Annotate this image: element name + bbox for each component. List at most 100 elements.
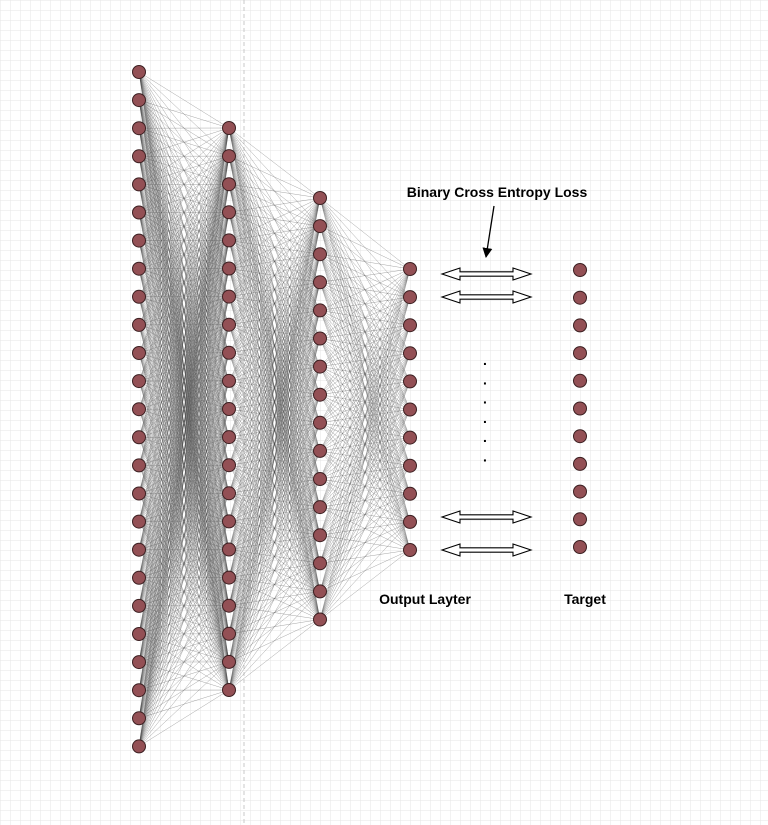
neuron [132,514,146,529]
target-neurons [573,263,587,554]
target-label: Target [564,591,606,607]
neuron [132,402,146,417]
neuron [132,261,146,276]
target-neuron [573,318,587,333]
neuron [132,177,146,192]
neuron [132,711,146,726]
layer-hidden-2 [313,191,327,627]
neuron [313,472,327,486]
neuron [222,177,236,192]
neuron [222,514,236,529]
neuron [132,739,146,754]
ellipsis-dot: . [483,371,487,387]
neuron [222,598,236,613]
neuron [403,402,417,417]
neuron [222,345,236,360]
neuron [132,289,146,304]
double-arrow-icon [440,510,533,524]
neuron [313,500,327,515]
neuron [222,683,236,697]
neuron [132,683,146,698]
loss-annotation: Binary Cross Entropy Loss [407,184,588,200]
neuron [132,570,146,585]
ellipsis-dots: ...... [483,352,487,465]
ellipsis-dot: . [483,391,487,407]
neuron [313,303,327,318]
neuron [222,402,236,416]
neuron [222,542,236,557]
neuron [222,486,236,501]
neuron [313,443,327,458]
neuron [403,514,417,529]
neuron [403,430,417,445]
neuron [132,374,146,389]
neuron [403,346,417,361]
neuron [132,149,146,164]
neuron [222,205,236,220]
neuron [132,598,146,613]
target-neuron [573,484,587,499]
neuron [222,626,236,641]
neuron [403,486,417,501]
neuron [132,486,146,501]
neuron [222,149,236,164]
neuron [403,458,417,473]
neuron [313,247,327,262]
neuron [132,542,146,557]
neuron [403,262,417,276]
neuron [132,430,146,445]
neuron [222,261,236,276]
neuron [403,543,417,557]
neuron [313,556,327,571]
neuron [403,290,417,305]
neuron [132,65,146,79]
neuron [132,458,146,473]
edge-lines [138,71,411,747]
target-neuron [573,540,587,554]
neuron [132,93,146,108]
double-arrow-icon [440,290,533,304]
neuron [313,584,327,599]
neuron [132,655,146,670]
neuron [132,205,146,220]
neuron [313,528,327,543]
neuron [222,317,236,332]
neuron [313,415,327,430]
layer-output [403,262,417,557]
target-neuron [573,429,587,444]
target-neuron [573,290,587,305]
neuron [222,430,236,445]
neuron [313,331,327,346]
neuron-layers [132,65,417,754]
target-neuron [573,456,587,471]
neuron [222,289,236,304]
double-arrow-icon [440,543,533,557]
neuron [313,359,327,374]
annotation-arrow [482,205,495,258]
neuron [222,458,236,473]
neuron [222,373,236,388]
ellipsis-dot: . [483,352,487,368]
target-neuron [573,512,587,527]
ellipsis-dot: . [483,449,487,465]
neuron [222,570,236,585]
neuron [222,233,236,248]
neuron [313,275,327,290]
neuron [132,233,146,248]
ellipsis-dot: . [483,429,487,445]
target-neuron [573,263,587,277]
output-layer-label: Output Layter [379,591,471,607]
neuron [313,191,327,205]
neuron [132,346,146,360]
neuron [313,612,327,627]
neuron [132,121,146,136]
target-neuron [573,346,587,361]
loss-arrows [440,267,533,557]
neuron [222,654,236,669]
ellipsis-dot: . [483,410,487,426]
layer-hidden-1 [222,121,236,697]
double-arrow-icon [440,267,533,281]
connection-edges [138,71,411,747]
neuron [132,627,146,641]
